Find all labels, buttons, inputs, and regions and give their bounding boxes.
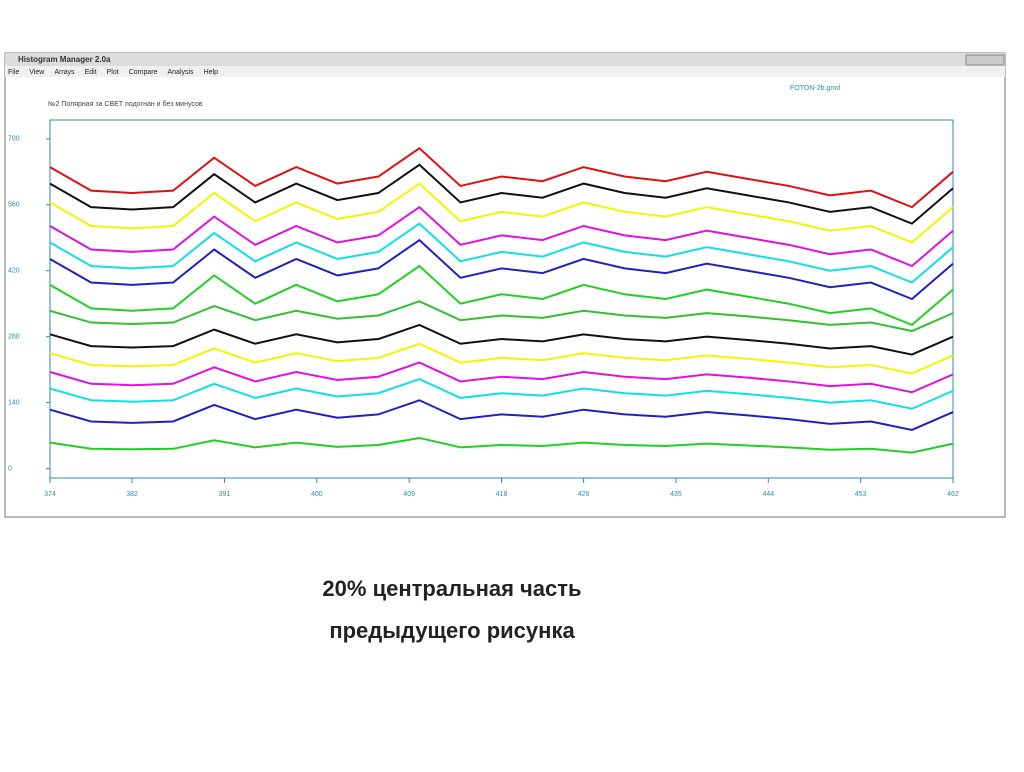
- series-line: [49, 163, 954, 225]
- x-tick-label: 444: [762, 491, 774, 498]
- series-line: [49, 222, 954, 284]
- y-tick-label: 280: [8, 334, 20, 341]
- y-tick-label: 560: [8, 202, 20, 209]
- menu-item[interactable]: Help: [204, 69, 219, 76]
- x-tick-label: 374: [44, 491, 56, 498]
- y-tick-label: 140: [8, 399, 20, 406]
- menu-item[interactable]: Compare: [129, 69, 158, 76]
- window-controls[interactable]: [965, 54, 1005, 66]
- caption: 20% центральная часть: [322, 576, 581, 601]
- series-line: [49, 238, 954, 301]
- series-line: [49, 146, 954, 209]
- menu-item[interactable]: Edit: [85, 69, 97, 76]
- title-bar: [5, 53, 1005, 66]
- x-tick-label: 426: [578, 491, 590, 498]
- series-line: [49, 361, 954, 394]
- series-line: [49, 342, 954, 375]
- window: [4, 52, 1006, 518]
- menu-item[interactable]: File: [8, 69, 19, 76]
- y-tick-label: 700: [8, 136, 20, 143]
- menu-item[interactable]: Arrays: [54, 69, 75, 76]
- x-tick-label: 453: [855, 491, 867, 498]
- caption: предыдущего рисунка: [329, 618, 575, 643]
- menu-item[interactable]: View: [29, 69, 45, 76]
- x-tick-label: 409: [403, 491, 415, 498]
- series-line: [49, 300, 954, 333]
- x-tick-label: 418: [496, 491, 508, 498]
- series-line: [49, 436, 954, 454]
- series-line: [49, 264, 954, 327]
- y-tick-label: 0: [8, 465, 12, 472]
- y-tick-label: 420: [8, 268, 20, 275]
- window-title: Histogram Manager 2.0a: [18, 55, 111, 64]
- x-tick-label: 391: [219, 491, 231, 498]
- x-tick-label: 435: [670, 491, 682, 498]
- x-tick-label: 400: [311, 491, 323, 498]
- series-line: [49, 399, 954, 431]
- x-tick-label: 382: [126, 491, 138, 498]
- menu-item[interactable]: Analysis: [167, 69, 194, 76]
- series-line: [49, 378, 954, 410]
- file-name: FOTON-2b.gmd: [790, 85, 840, 92]
- chart-title: №2 Полярная за СВЕТ подогнан и без минус…: [48, 100, 203, 108]
- menu-bar: [5, 66, 1005, 77]
- menu-item[interactable]: Plot: [107, 69, 119, 76]
- series-line: [49, 182, 954, 244]
- series-line: [49, 205, 954, 268]
- x-tick-label: 462: [947, 491, 959, 498]
- series-line: [49, 323, 954, 356]
